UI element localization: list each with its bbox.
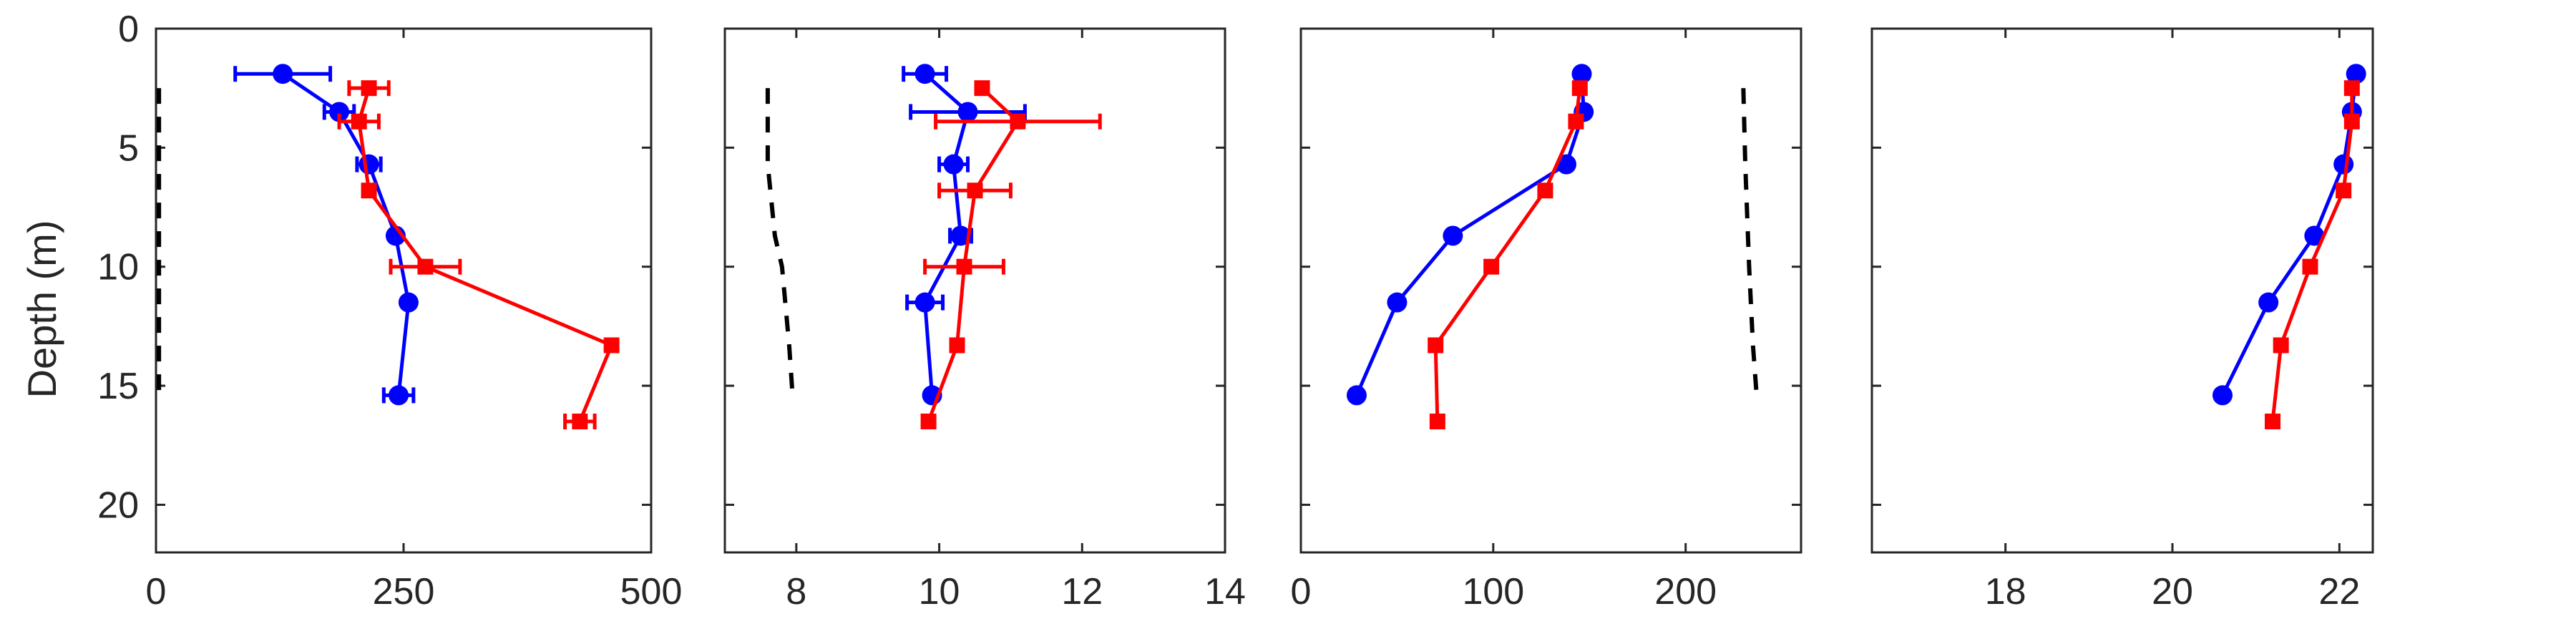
panel-4-red-point xyxy=(2343,113,2360,130)
y-tick-label: 5 xyxy=(118,127,139,169)
panel-3-blue-point xyxy=(1556,154,1577,175)
panel-2-blue-point xyxy=(914,64,935,84)
panel-3-reference-dashed-line xyxy=(1741,88,1760,398)
panel-3-frame xyxy=(1299,27,1802,554)
y-tick-label: 20 xyxy=(97,484,139,526)
panel-1-red-series-line xyxy=(357,87,614,422)
y-tick-label: 15 xyxy=(97,366,139,407)
panel-1-blue-point xyxy=(358,154,379,175)
panel-3-x-tick-label: 200 xyxy=(1654,571,1717,613)
panel-4-red-point xyxy=(2336,182,2352,199)
panel-1-blue-series-line xyxy=(281,72,411,396)
panel-2-red-point xyxy=(956,258,972,275)
panel-4-red-point xyxy=(2343,80,2360,97)
panel-4-x-tick-label: 18 xyxy=(1985,571,2026,613)
panel-1-red-point xyxy=(361,80,377,97)
panel-2-red-point xyxy=(920,414,937,429)
panel-3-x-tick-label: 0 xyxy=(1291,571,1312,613)
panel-3-blue-point xyxy=(1443,225,1463,246)
panel-3-red-point xyxy=(1483,258,1500,275)
y-axis-label: Depth (m) xyxy=(19,220,64,399)
panel-2-red-point xyxy=(974,80,990,97)
panel-1-red-point xyxy=(351,113,367,130)
panel-1-red-point xyxy=(572,414,588,429)
panel-4-blue-series-line xyxy=(2220,73,2358,396)
panel-1-red-point xyxy=(361,182,377,199)
panel-3-red-point xyxy=(1428,337,1444,353)
panel-3-blue-point xyxy=(1387,292,1407,313)
panel-1-frame xyxy=(155,27,653,554)
panel-1-blue-point xyxy=(398,292,419,313)
panel-4-red-series-line xyxy=(2270,88,2354,422)
panel-2-x-tick-label: 10 xyxy=(919,571,960,613)
panel-4-blue-point xyxy=(2212,385,2233,406)
panel-2-red-point xyxy=(967,182,983,199)
panel-3-red-point xyxy=(1429,414,1445,429)
panel-1-red-point xyxy=(417,258,434,275)
panel-1-blue-point xyxy=(329,102,350,122)
panel-2-x-tick-label: 8 xyxy=(786,571,806,613)
panel-4-red-point xyxy=(2265,414,2280,429)
panel-3-red-point xyxy=(1568,113,1584,130)
panel-2-reference-dashed-line xyxy=(765,88,795,398)
y-tick-label: 10 xyxy=(97,247,139,288)
panel-2-blue-point xyxy=(914,292,935,313)
y-tick-label: 0 xyxy=(118,9,139,50)
panel-4-frame xyxy=(1870,27,2374,554)
panel-2-x-tick-label: 14 xyxy=(1204,571,1246,613)
panel-4-red-point xyxy=(2273,337,2289,353)
panel-1-x-tick-label: 500 xyxy=(620,571,683,613)
panel-1-blue-point xyxy=(389,385,409,406)
panel-3-x-tick-label: 100 xyxy=(1462,571,1524,613)
panel-3-red-point xyxy=(1571,80,1588,97)
panel-4-red-point xyxy=(2302,258,2318,275)
panel-4-x-tick-label: 22 xyxy=(2318,571,2360,613)
panel-3-red-series-line xyxy=(1433,87,1582,422)
panel-2-red-series-line xyxy=(927,87,1020,422)
panel-4-blue-point xyxy=(2258,292,2279,313)
panel-3-blue-series-line xyxy=(1355,74,1586,396)
panel-3-blue-point xyxy=(1571,64,1592,84)
panel-2-frame xyxy=(723,27,1226,554)
panel-3-red-point xyxy=(1537,182,1553,199)
panel-1-x-tick-label: 250 xyxy=(373,571,435,613)
panel-2-red-point xyxy=(1010,113,1026,130)
panel-4-blue-point xyxy=(2304,225,2325,246)
panel-4-x-tick-label: 20 xyxy=(2152,571,2193,613)
panel-1-red-point xyxy=(603,337,620,353)
panel-1-blue-point xyxy=(273,64,293,84)
panel-3-blue-point xyxy=(1346,385,1367,406)
panel-4-blue-point xyxy=(2333,154,2354,175)
panel-2-x-tick-label: 12 xyxy=(1061,571,1103,613)
panel-1-x-tick-label: 0 xyxy=(146,571,167,613)
panel-2-red-point xyxy=(949,337,965,353)
panel-2-blue-point xyxy=(950,225,971,246)
panel-2-blue-point xyxy=(957,102,978,122)
panel-2-blue-point xyxy=(943,154,964,175)
panel-4-blue-point xyxy=(2346,64,2366,84)
